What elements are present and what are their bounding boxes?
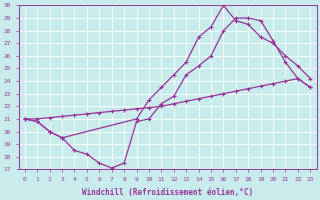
X-axis label: Windchill (Refroidissement éolien,°C): Windchill (Refroidissement éolien,°C) (82, 188, 253, 197)
